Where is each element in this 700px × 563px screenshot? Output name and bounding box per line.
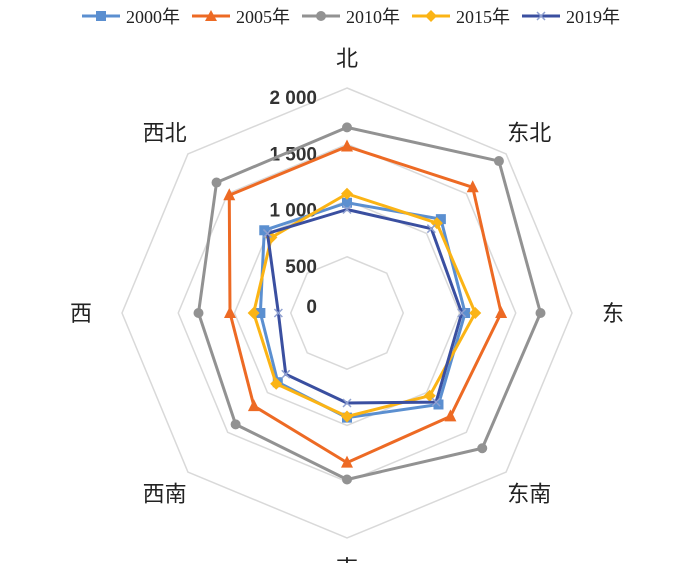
data-point-4-4 (342, 398, 352, 408)
grid-ring-1000 (233, 199, 461, 427)
data-point-2-2 (535, 308, 546, 318)
data-point-4-0 (342, 204, 352, 215)
data-point-1-2 (495, 306, 508, 318)
data-point-4-3 (431, 397, 441, 407)
legend-marker-2010 (302, 11, 340, 21)
grid-ring-500 (289, 255, 405, 371)
category-label-2: 东 (602, 302, 624, 327)
category-label-4: 南 (336, 557, 358, 563)
data-point-1-5 (247, 399, 260, 412)
legend-label-2000: 2000年 (126, 7, 180, 27)
data-point-2-1 (493, 156, 504, 167)
data-point-2-0 (342, 122, 352, 133)
category-label-7: 西北 (143, 122, 187, 147)
legend-item-2010: 2010年 (300, 3, 400, 29)
category-label-0: 北 (336, 47, 358, 72)
data-point-1-7 (223, 188, 236, 201)
category-label-6: 西 (70, 302, 92, 327)
tick-label-0: 0 (306, 297, 317, 318)
data-point-2-3 (477, 443, 488, 454)
data-point-4-5 (281, 369, 291, 379)
data-point-2-4 (342, 474, 352, 485)
legend-label-2019: 2019年 (566, 7, 620, 27)
legend-marker-2015 (412, 10, 450, 22)
data-point-2-6 (193, 308, 204, 318)
legend-marker-2005 (192, 10, 230, 21)
legend-label-2015: 2015年 (456, 7, 510, 27)
data-point-0-2 (460, 308, 471, 318)
data-point-4-7 (262, 228, 272, 238)
data-point-0-6 (255, 308, 266, 318)
data-point-0-0 (342, 197, 352, 208)
legend-item-2000: 2000年 (80, 3, 180, 29)
series-line-4 (265, 208, 464, 405)
data-point-1-3 (444, 409, 457, 422)
category-label-5: 西南 (143, 482, 187, 507)
data-point-4-2 (457, 308, 467, 318)
data-point-3-4 (341, 410, 353, 423)
data-point-1-4 (341, 455, 353, 468)
legend-item-2019: 2019年 (520, 3, 620, 29)
tick-label-500: 500 (285, 257, 317, 278)
tick-label-1000: 1 000 (269, 201, 317, 222)
data-point-1-0 (341, 139, 353, 152)
legend-label-2010: 2010年 (346, 7, 400, 27)
data-point-3-6 (247, 307, 260, 319)
data-point-1-1 (466, 180, 479, 193)
legend-marker-2000 (82, 11, 120, 21)
data-point-1-6 (224, 306, 236, 318)
series-line-2 (197, 125, 542, 481)
data-point-2-5 (230, 419, 241, 430)
data-point-0-1 (435, 214, 446, 225)
category-label-1: 东北 (507, 122, 551, 147)
legend-label-2005: 2005年 (236, 7, 290, 27)
chart-legend: 2000年 2005年 2010年 2015年 2019年 (0, 0, 700, 32)
data-point-2-7 (211, 177, 222, 188)
category-label-3: 东南 (507, 482, 551, 507)
legend-item-2005: 2005年 (190, 3, 290, 29)
tick-label-1500: 1 500 (269, 144, 317, 165)
data-point-4-6 (273, 308, 283, 318)
legend-item-2015: 2015年 (410, 3, 510, 29)
data-point-3-2 (469, 307, 482, 319)
data-point-4-1 (426, 224, 436, 234)
data-point-3-5 (270, 377, 283, 390)
data-point-3-0 (341, 187, 353, 200)
grid-ring-2000 (121, 87, 573, 539)
legend-marker-2019 (522, 11, 560, 21)
tick-label-2000: 2 000 (269, 88, 317, 109)
